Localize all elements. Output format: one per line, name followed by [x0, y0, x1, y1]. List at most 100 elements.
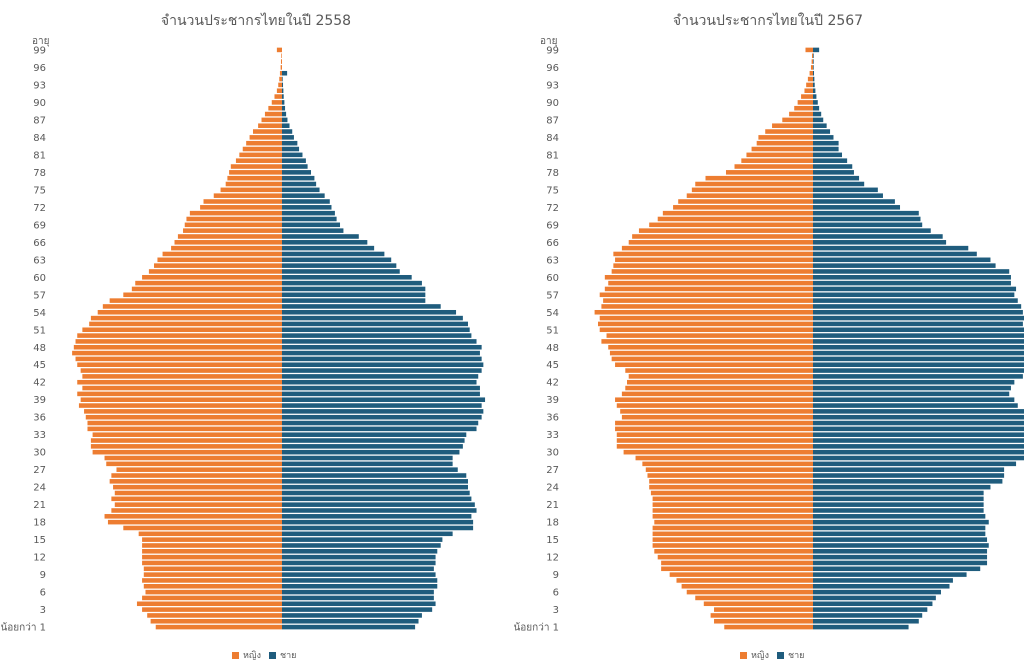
bar-male-age-40 — [282, 391, 480, 397]
bar-female-age-85 — [252, 129, 282, 134]
y-tick-label: 27 — [546, 465, 559, 476]
bar-male-age-68 — [813, 228, 931, 233]
bar-female-age-21 — [652, 502, 813, 507]
bar-male-age-78 — [282, 170, 312, 175]
bar-male-age-32 — [282, 438, 465, 443]
bar-female-age-73 — [203, 199, 282, 204]
bar-male-age-51 — [813, 327, 1024, 333]
bar-male-age-30 — [813, 449, 1024, 455]
y-tick-label: 75 — [33, 185, 46, 196]
bar-female-age-41 — [625, 385, 813, 391]
bar-female-age-22 — [111, 496, 283, 502]
bar-female-age-13 — [142, 549, 282, 554]
bar-female-age-25 — [109, 479, 282, 484]
bar-female-age-11 — [142, 560, 282, 566]
bar-female-age-70 — [186, 216, 282, 222]
bar-female-age-81 — [239, 152, 282, 158]
bar-male-age-29 — [813, 455, 1024, 461]
bar-female-age-99 — [805, 47, 813, 53]
bar-female-age-64 — [613, 251, 813, 257]
bar-female-age-75 — [220, 187, 282, 193]
bar-male-age-82 — [813, 146, 839, 152]
bar-female-age-23 — [650, 490, 813, 496]
bar-female-age-1 — [150, 618, 282, 624]
bar-female-age-72 — [200, 205, 282, 210]
bar-male-age-10 — [813, 566, 981, 572]
bar-male-age-69 — [813, 222, 923, 228]
bar-male-age-0 — [813, 624, 909, 630]
bar-male-age-5 — [813, 595, 936, 601]
y-tick-label: 9 — [553, 570, 559, 581]
bar-male-age-50 — [813, 333, 1024, 338]
bar-male-age-36 — [282, 414, 482, 420]
bar-male-age-20 — [813, 508, 984, 513]
bar-male-age-6 — [282, 589, 434, 595]
bar-female-age-64 — [162, 251, 282, 257]
bar-male-age-16 — [282, 531, 453, 537]
bar-male-age-11 — [282, 560, 436, 566]
bar-male-age-70 — [813, 216, 921, 222]
bar-female-age-77 — [227, 175, 282, 181]
bar-male-age-43 — [813, 374, 1023, 379]
bar-female-age-87 — [261, 117, 282, 123]
bar-female-age-83 — [756, 140, 813, 146]
bar-female-age-89 — [268, 105, 282, 111]
bar-female-age-46 — [75, 356, 282, 362]
y-tick-label: 3 — [553, 605, 559, 616]
legend-label-male: ชาย — [788, 651, 805, 661]
bar-male-age-63 — [813, 257, 991, 263]
y-tick-label: 93 — [33, 80, 46, 91]
y-tick-label: น้อยกว่า 1 — [513, 622, 559, 634]
bar-female-age-36 — [621, 414, 813, 420]
legend: หญิง ชาย — [232, 648, 296, 662]
bar-male-age-80 — [282, 158, 306, 163]
bar-female-age-65 — [621, 245, 813, 251]
bar-male-age-8 — [813, 578, 953, 583]
bar-male-age-26 — [813, 473, 1005, 478]
bar-male-age-37 — [282, 409, 484, 414]
bar-female-age-71 — [189, 210, 282, 216]
bar-male-age-27 — [813, 467, 1005, 472]
bar-female-age-56 — [603, 298, 813, 303]
bar-male-age-24 — [813, 484, 991, 490]
y-axis-label: อายุ — [540, 36, 558, 47]
pyramid-2558-plot: น้อยกว่า 1369121518212427303336394245485… — [0, 45, 486, 634]
bar-female-age-55 — [102, 304, 282, 309]
bar-male-age-75 — [813, 187, 878, 193]
bar-female-age-91 — [274, 94, 282, 99]
bar-male-age-18 — [813, 519, 989, 525]
bar-female-age-83 — [246, 140, 282, 146]
bar-female-age-2 — [147, 613, 282, 618]
bar-male-age-59 — [282, 280, 422, 286]
bar-male-age-41 — [282, 385, 480, 391]
bar-female-age-12 — [657, 554, 813, 560]
bar-female-age-82 — [751, 146, 813, 152]
bar-male-age-69 — [282, 222, 341, 228]
bar-male-age-71 — [813, 210, 919, 216]
y-tick-label: 90 — [33, 98, 46, 109]
y-tick-label: 78 — [546, 168, 559, 179]
y-tick-label: 84 — [546, 133, 559, 144]
bar-female-age-98 — [281, 53, 282, 59]
bar-female-age-96 — [280, 65, 282, 70]
bar-male-age-45 — [813, 362, 1024, 368]
bar-male-age-54 — [813, 309, 1023, 315]
y-tick-label: 45 — [33, 360, 46, 371]
bar-female-age-18 — [654, 519, 813, 525]
bar-male-age-4 — [813, 601, 933, 607]
bar-male-age-93 — [282, 82, 284, 88]
bar-female-age-5 — [695, 595, 813, 601]
y-tick-label: 6 — [553, 588, 559, 599]
bar-male-age-29 — [282, 455, 453, 461]
bar-male-age-75 — [282, 187, 320, 193]
y-tick-label: 3 — [40, 605, 46, 616]
bar-male-age-20 — [282, 508, 477, 513]
bar-male-age-88 — [813, 111, 822, 117]
bar-male-age-81 — [282, 152, 303, 158]
y-tick-label: 48 — [546, 343, 559, 354]
legend-swatch-female — [740, 651, 747, 659]
bar-male-age-67 — [813, 234, 943, 239]
bar-female-age-54 — [594, 309, 813, 315]
bar-male-age-22 — [813, 496, 984, 502]
bar-female-age-7 — [681, 584, 813, 589]
